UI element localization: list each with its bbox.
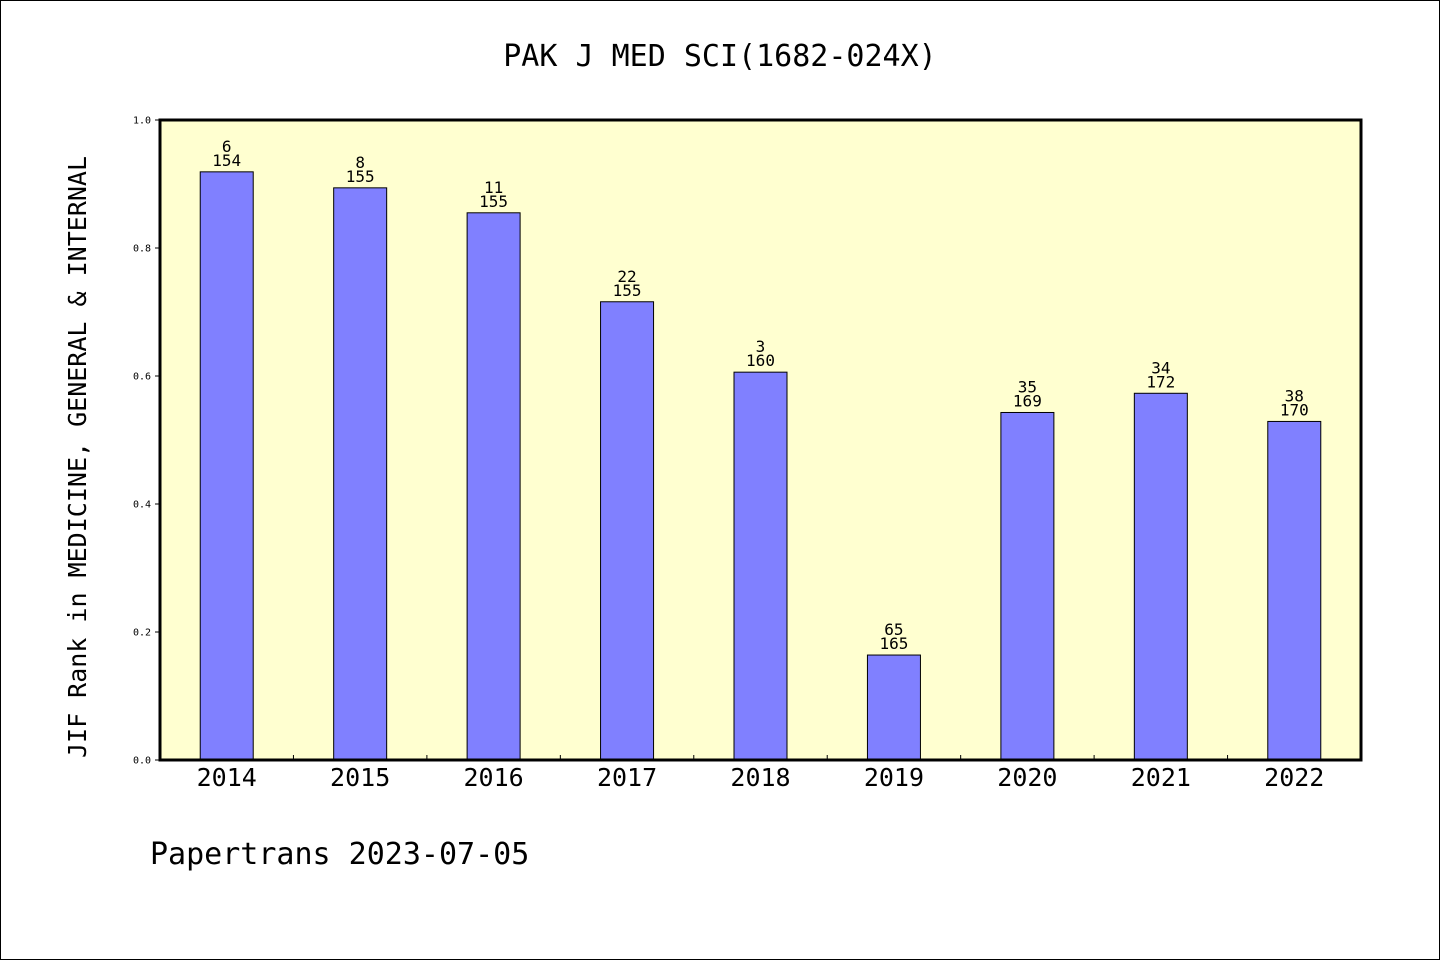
bar-2021 (1133, 392, 1188, 761)
bar-total-label: 155 (346, 167, 375, 186)
bar-total-label: 160 (746, 351, 775, 370)
y-tick-label: 0.4 (133, 500, 151, 511)
x-tick-label: 2022 (1264, 763, 1324, 792)
bar-total-label: 165 (879, 634, 908, 653)
y-tick-label: 1.0 (133, 116, 151, 127)
bar-2015 (333, 187, 388, 761)
bar-total-label: 172 (1146, 372, 1175, 391)
x-tick-label: 2021 (1131, 763, 1191, 792)
x-tick-label: 2017 (597, 763, 657, 792)
y-axis-label: JIF Rank in MEDICINE, GENERAL & INTERNAL (63, 156, 92, 758)
x-tick-label: 2019 (864, 763, 924, 792)
bar-rank-label: 8 (355, 153, 365, 172)
bar-2022 (1267, 420, 1322, 761)
bar-2020 (1000, 411, 1055, 761)
bar-total-label: 170 (1280, 400, 1309, 419)
bar-rank-label: 22 (617, 267, 636, 286)
plot-border (158, 118, 1363, 762)
bar-rank-label: 34 (1151, 358, 1170, 377)
bar-total-label: 169 (1013, 391, 1042, 410)
y-tick-label: 0.2 (133, 628, 151, 639)
x-tick-label: 2016 (464, 763, 524, 792)
bar-rank-label: 6 (222, 137, 232, 156)
bar-total-label: 154 (212, 151, 241, 170)
y-tick-label: 0.0 (133, 756, 151, 767)
bar-2017 (600, 301, 655, 761)
bar-total-label: 155 (613, 281, 642, 300)
y-tick-label: 0.6 (133, 372, 151, 383)
x-tick-label: 2014 (197, 763, 257, 792)
footer-text: Papertrans 2023-07-05 (150, 837, 529, 872)
bar-2016 (466, 212, 521, 761)
chart-title: PAK J MED SCI(1682-024X) (503, 39, 936, 74)
bar-total-label: 155 (479, 192, 508, 211)
bar-rank-label: 3 (756, 337, 766, 356)
x-tick-label: 2020 (997, 763, 1057, 792)
bar-rank-label: 11 (484, 178, 503, 197)
bar-2014 (199, 171, 254, 761)
bar-series (199, 171, 1322, 761)
y-axis-ticks: 0.0 0.2 0.4 0.6 0.8 1.0 (133, 116, 160, 767)
bar-2019 (866, 654, 921, 761)
bar-rank-label: 65 (884, 620, 903, 639)
bar-2018 (733, 371, 788, 761)
y-tick-label: 0.8 (133, 244, 151, 255)
bar-rank-label: 35 (1018, 377, 1037, 396)
x-axis-ticks: 2014 2015 2016 2017 2018 2019 2020 2021 2022 (197, 755, 1324, 792)
x-tick-label: 2015 (330, 763, 390, 792)
x-tick-label: 2018 (730, 763, 790, 792)
bar-rank-label: 38 (1285, 386, 1304, 405)
